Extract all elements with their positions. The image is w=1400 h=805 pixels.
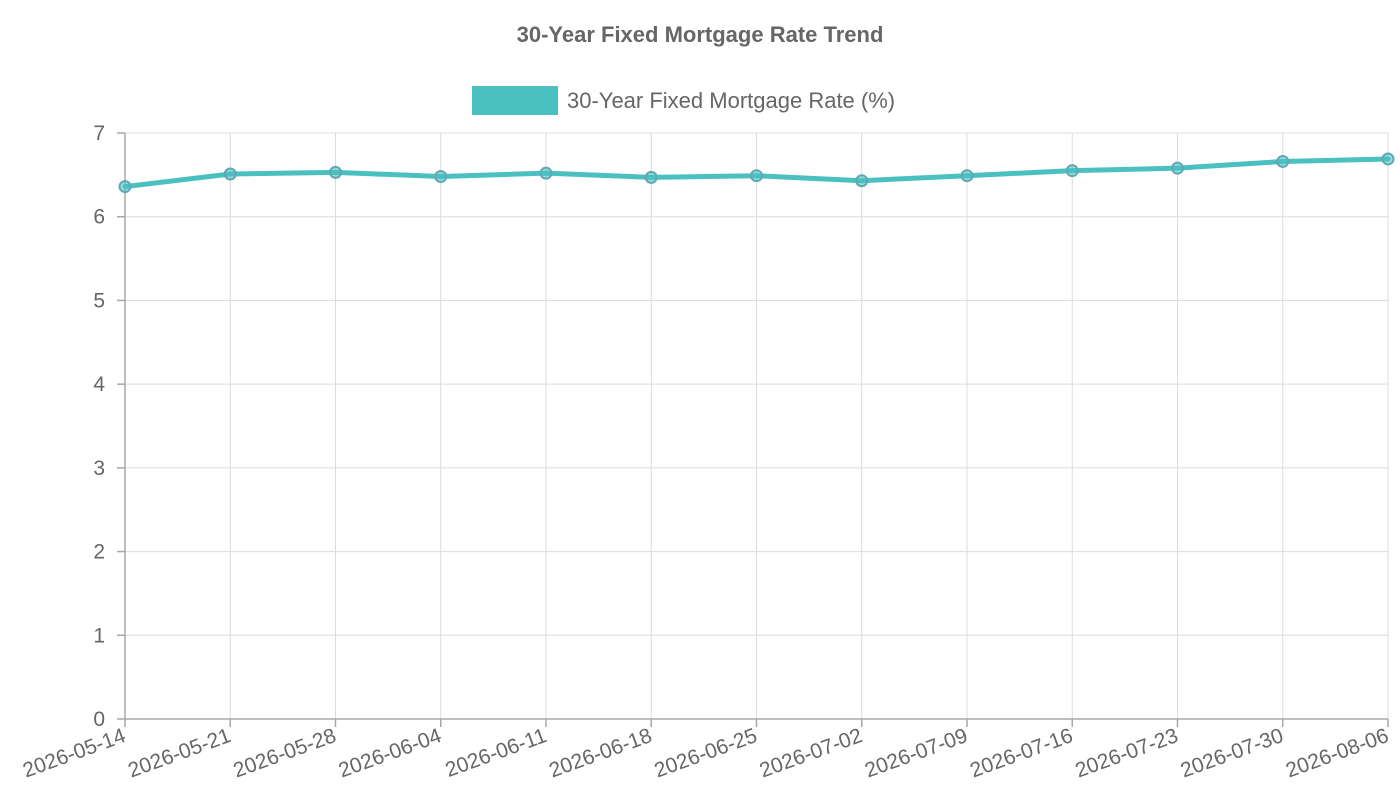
y-tick-label: 1 xyxy=(93,624,105,647)
y-tick-label: 0 xyxy=(93,708,105,731)
data-point[interactable] xyxy=(1381,152,1395,166)
data-point[interactable] xyxy=(539,166,553,180)
y-tick-label: 4 xyxy=(93,373,105,396)
x-tick-label: 2026-07-30 xyxy=(1178,724,1287,782)
data-point[interactable] xyxy=(1276,154,1290,168)
y-tick-label: 3 xyxy=(93,457,105,480)
data-point[interactable] xyxy=(855,174,869,188)
x-tick-label: 2026-07-23 xyxy=(1072,724,1181,782)
data-point[interactable] xyxy=(223,167,237,181)
x-tick-label: 2026-07-02 xyxy=(757,724,866,782)
data-point[interactable] xyxy=(434,170,448,184)
legend-swatch xyxy=(472,86,558,115)
x-tick-label: 2026-06-04 xyxy=(336,724,445,782)
data-point[interactable] xyxy=(1065,164,1079,178)
data-point[interactable] xyxy=(1171,161,1184,175)
x-tick-label: 2026-06-18 xyxy=(546,724,655,782)
x-tick-label: 2026-05-14 xyxy=(20,724,129,782)
grid xyxy=(124,132,1389,720)
series-layer xyxy=(118,152,1395,194)
x-tick-label: 2026-05-21 xyxy=(125,724,234,782)
x-tick-label: 2026-05-28 xyxy=(230,724,339,782)
chart-title: 30-Year Fixed Mortgage Rate Trend xyxy=(517,22,884,47)
data-point[interactable] xyxy=(750,169,763,183)
x-tick-label: 2026-07-16 xyxy=(967,724,1076,782)
data-point[interactable] xyxy=(329,165,342,179)
legend[interactable]: 30-Year Fixed Mortgage Rate (%) xyxy=(472,86,895,115)
x-tick-label: 2026-06-25 xyxy=(651,724,760,782)
x-tick-label: 2026-08-06 xyxy=(1283,724,1392,782)
x-tick-label: 2026-06-11 xyxy=(442,724,549,782)
x-tick-label: 2026-07-09 xyxy=(862,724,971,782)
data-point[interactable] xyxy=(644,170,658,184)
legend-label: 30-Year Fixed Mortgage Rate (%) xyxy=(567,88,895,113)
y-tick-label: 2 xyxy=(93,541,105,564)
data-point[interactable] xyxy=(960,169,974,183)
axes xyxy=(117,132,1389,727)
y-tick-label: 6 xyxy=(93,206,105,229)
y-tick-label: 5 xyxy=(93,289,105,312)
x-axis-labels: 2026-05-142026-05-212026-05-282026-06-04… xyxy=(20,724,1392,782)
data-point[interactable] xyxy=(118,180,132,194)
y-axis-labels: 0 1 2 3 4 5 6 7 xyxy=(93,122,105,731)
y-tick-label: 7 xyxy=(93,122,105,145)
